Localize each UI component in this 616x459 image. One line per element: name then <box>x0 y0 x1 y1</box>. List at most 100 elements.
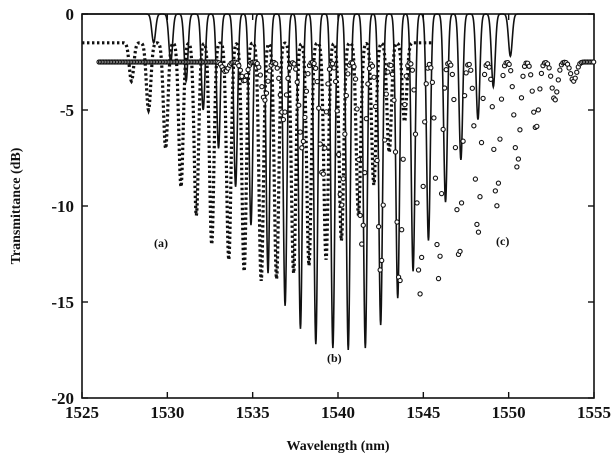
series-point <box>408 61 414 67</box>
series-point <box>512 144 518 151</box>
series-point <box>277 92 283 98</box>
series-point <box>282 109 288 115</box>
series-point <box>514 164 520 170</box>
series-point <box>567 71 574 77</box>
series-point <box>538 70 545 77</box>
series-point <box>399 227 405 233</box>
series-point <box>432 175 439 181</box>
x-tick-label: 1550 <box>492 403 526 422</box>
series-point <box>566 65 572 71</box>
series-point <box>291 61 297 67</box>
series-point <box>362 169 368 176</box>
series-point <box>491 146 497 152</box>
series-point <box>299 145 305 151</box>
series-point <box>418 254 425 261</box>
series-point <box>336 151 342 158</box>
series-point <box>300 138 306 145</box>
series-point <box>280 116 287 123</box>
series-point <box>256 64 262 70</box>
series-point <box>369 63 376 69</box>
series-point <box>283 92 290 98</box>
series-point <box>591 59 597 65</box>
series-point <box>355 157 362 163</box>
series-point <box>554 89 560 95</box>
x-tick-label: 1525 <box>65 403 99 422</box>
series-point <box>334 108 340 114</box>
series-point <box>535 107 542 113</box>
y-tick-label: -20 <box>51 389 74 408</box>
series-point <box>372 103 379 110</box>
series-point <box>534 123 540 130</box>
series-point <box>415 267 422 273</box>
series-point <box>509 84 515 90</box>
series-a <box>82 41 432 282</box>
series-point <box>517 127 523 133</box>
series-point <box>412 131 419 137</box>
series-point <box>343 92 350 99</box>
series-point <box>276 75 282 81</box>
series-layer <box>82 13 597 351</box>
series-point <box>452 144 459 151</box>
series-point <box>326 66 333 72</box>
ticks-layer: 1525 1530 1535 1540 1545 1550 1555 0 -5 -10 -15 -20 <box>51 5 611 422</box>
series-point <box>429 79 436 85</box>
series-point <box>377 267 383 273</box>
series-point <box>420 183 426 190</box>
series-point <box>383 91 389 97</box>
series-point <box>379 257 385 264</box>
series-point <box>337 191 343 197</box>
series-point <box>312 65 319 71</box>
series-point <box>574 69 580 75</box>
series-point <box>458 200 465 206</box>
series-point <box>497 136 503 142</box>
series-point <box>480 95 486 102</box>
series-point <box>481 71 488 78</box>
series-point <box>469 85 475 91</box>
y-axis-title: Transmittance (dB) <box>9 147 24 264</box>
series-point <box>474 221 480 228</box>
series-point <box>262 97 268 103</box>
series-point <box>486 64 492 70</box>
series-point <box>352 76 359 82</box>
series-point <box>451 96 457 103</box>
series-point <box>468 67 474 73</box>
series-point <box>400 156 406 162</box>
series-point <box>332 78 339 85</box>
series-point <box>531 109 537 115</box>
x-tick-label: 1535 <box>236 403 270 422</box>
series-point <box>414 200 420 206</box>
x-tick-label: 1555 <box>577 403 611 422</box>
series-point <box>402 101 408 108</box>
series-point <box>492 188 498 194</box>
series-point <box>526 63 532 69</box>
series-point <box>236 62 242 69</box>
series-point <box>454 206 460 213</box>
series-point <box>466 61 472 68</box>
annotation-c: (c) <box>496 234 509 248</box>
series-point <box>388 62 394 69</box>
series-point <box>409 67 416 73</box>
series-point <box>506 61 512 67</box>
series-point <box>448 62 454 68</box>
x-tick-label: 1530 <box>150 403 184 422</box>
series-point <box>263 90 270 96</box>
series-point <box>488 76 494 82</box>
series-point <box>293 66 299 72</box>
y-tick-label: -5 <box>60 101 74 120</box>
series-point <box>374 157 380 164</box>
series-point <box>434 241 440 248</box>
series-point <box>397 277 403 284</box>
series-point <box>322 145 328 151</box>
annotation-b: (b) <box>327 351 342 365</box>
series-point <box>303 88 310 94</box>
series-point <box>314 78 320 85</box>
series-point <box>242 77 248 84</box>
series-point <box>515 156 522 162</box>
series-point <box>549 85 555 91</box>
series-point <box>431 115 437 121</box>
series-line <box>82 41 432 282</box>
series-point <box>257 72 263 78</box>
series-point <box>572 75 578 81</box>
series-point <box>380 202 386 208</box>
series-point <box>391 97 397 103</box>
